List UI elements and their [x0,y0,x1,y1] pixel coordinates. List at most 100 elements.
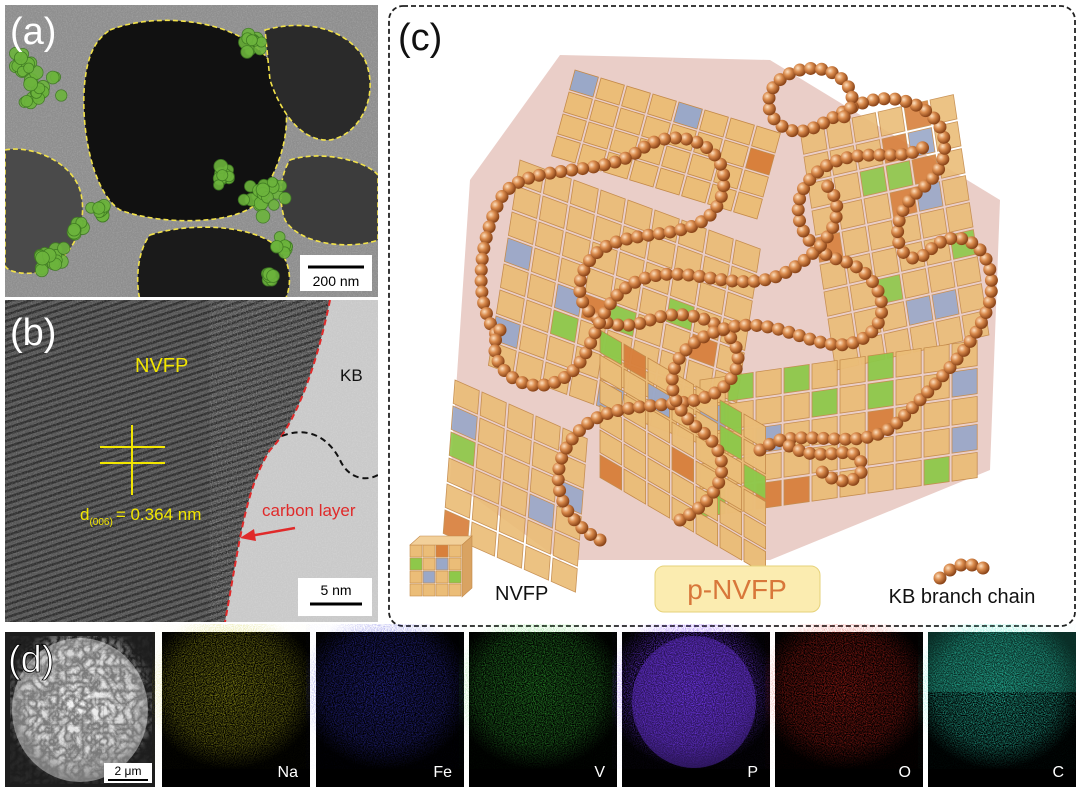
cube-face [681,175,711,204]
kb-bead [826,220,840,234]
kb-bead [943,563,957,577]
kb-bead [495,190,509,204]
sem-texture [10,636,152,784]
kb-bead [674,223,688,237]
kb-bead [590,246,604,260]
kb-bead [713,157,727,171]
cube-face [687,153,717,182]
kb-clusters [8,27,293,287]
cube-face [951,451,978,482]
cube-face [839,383,866,414]
cube-face [704,229,734,263]
kb-bead [622,318,636,332]
kb-bead [553,484,567,498]
cube-face [504,429,532,465]
kb-bead [813,335,827,349]
particle [280,155,378,246]
cube-face [743,488,766,525]
kb-bead [815,465,829,479]
cube-face [696,281,726,315]
kb-bead [573,273,587,287]
kb-bead [664,308,678,322]
kb-bead [788,260,802,274]
kb-bead [856,96,870,110]
kb-bead [714,189,728,203]
cube-face [569,69,599,98]
kb-bead [526,378,540,392]
cube-face [448,570,462,584]
cube-face [743,513,766,550]
kb-bead [796,124,810,138]
kb-bead [647,135,661,149]
scale-bar-label: 2 μm [115,764,142,778]
cube-face [507,211,537,245]
kb-bead [841,80,855,94]
cube-face [448,544,462,558]
element-label: V [594,764,605,781]
element-label: P [747,764,758,781]
kb-bead [873,148,887,162]
scale-bar-label: 200 nm [313,273,360,289]
kb-bead [797,182,811,196]
map-signal [152,624,310,769]
cube-face [448,431,476,467]
kb-bead [479,307,493,321]
cube-face [839,355,866,386]
kb-bead [837,110,851,124]
cube-face [647,93,677,122]
d-spacing: d(006) = 0.364 nm [80,505,201,528]
kb-bead [687,336,701,350]
kb-bead [866,93,880,107]
kb-bead [933,120,947,134]
cube-face [719,424,742,461]
kb-bead [537,378,551,392]
kb-bead [969,325,983,339]
kb-bead [559,441,573,455]
kb-bead [793,63,807,77]
kb-bead [937,130,951,144]
kb-bead [597,158,611,172]
kb-particle [266,269,280,283]
kb-bead [829,210,843,224]
cube-face [527,493,555,529]
kb-bead [932,162,946,176]
kb-bead [628,275,642,289]
kb-bead [697,312,711,326]
kb-bead [597,306,611,320]
kb-bead [874,294,888,308]
kb-bead [871,427,885,441]
particle [136,226,291,297]
cube-face [719,524,742,561]
kb-bead [706,485,720,499]
kb-bead [576,295,590,309]
cube-face [739,169,769,198]
cube-face [409,544,423,558]
kb-bead [860,430,874,444]
cube-face [783,363,810,394]
cube-face [448,583,462,597]
kb-bead [933,571,947,585]
cube-face [923,455,950,486]
kb-bead [579,346,593,360]
kb-bead [679,132,693,146]
cube-face [529,467,557,503]
kb-bead [830,199,844,213]
kb-particle [92,201,106,215]
kb-bead [491,354,505,368]
cube-face [951,423,978,454]
kb-bead [654,310,668,324]
kb-bead [658,132,672,146]
cube-face [477,417,505,453]
kb-bead [739,318,753,332]
kb-bead [552,462,566,476]
panel-c: (c) NVFP p-NVFP KB branch chain [388,5,1076,627]
panel-d: (d) 2 μm Na Fe V P O C [5,624,1076,787]
kb-bead [660,267,674,281]
kb-bead [710,199,724,213]
kb-bead [667,361,681,375]
kb-bead [769,270,783,284]
cube-face [895,431,922,462]
kb-bead [816,431,830,445]
kb-bead [862,148,876,162]
